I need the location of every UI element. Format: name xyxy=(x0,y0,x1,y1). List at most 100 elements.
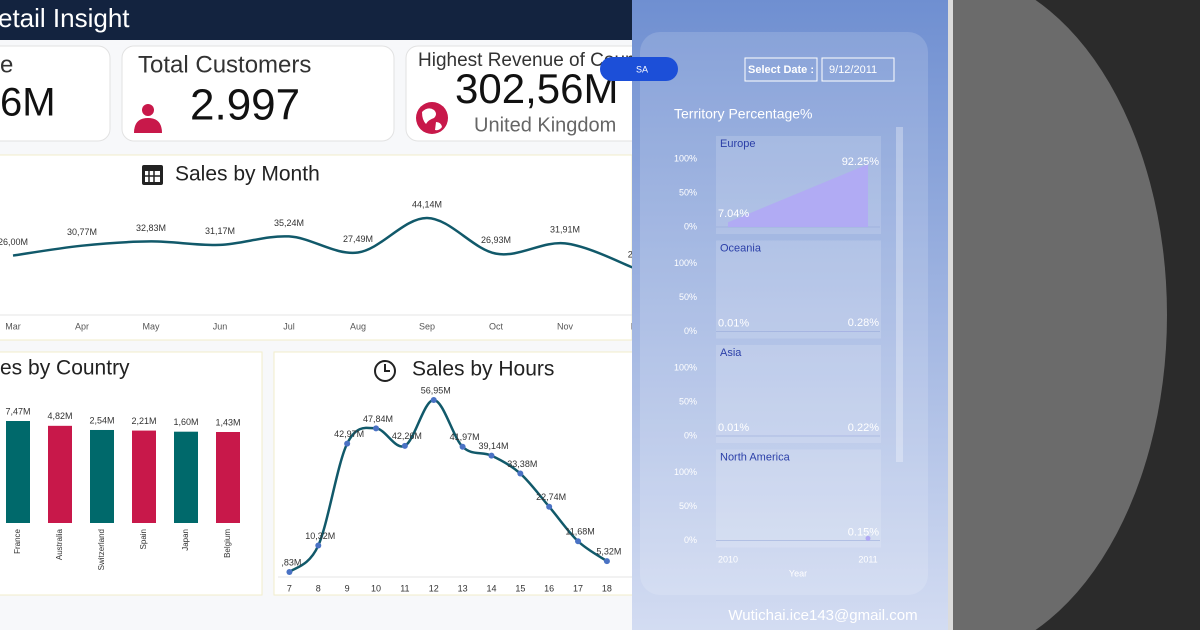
scrollbar[interactable] xyxy=(896,127,903,462)
person-icon xyxy=(134,104,162,133)
data-label: 0.01% xyxy=(718,422,749,434)
x-tick-label: Oct xyxy=(489,321,504,331)
chart-title: Territory Percentage% xyxy=(674,106,813,122)
x-tick-label: Japan xyxy=(181,529,190,551)
bar xyxy=(90,429,114,523)
point xyxy=(344,440,351,447)
data-label: 31,17M xyxy=(205,226,235,236)
legend-label: North America xyxy=(720,451,791,463)
data-label: 35,24M xyxy=(274,218,304,228)
middle-bg xyxy=(632,0,950,630)
data-label: 11,68M xyxy=(565,527,594,537)
card-label: e xyxy=(0,51,13,78)
circle-shape xyxy=(953,0,1167,630)
card xyxy=(121,45,395,142)
chart-title: es by Country xyxy=(0,357,130,380)
small-multiple-bg xyxy=(716,345,881,443)
x-tick-label: 16 xyxy=(544,583,554,593)
legend-label: Oceania xyxy=(720,242,762,254)
footer-email: Wutichai.ice143@gmail.com xyxy=(728,607,917,624)
data-label: 27,49M xyxy=(343,234,373,244)
x-tick-label: Aug xyxy=(350,321,366,331)
card-value: 6M xyxy=(0,81,56,125)
y-tick-label: 100% xyxy=(674,362,697,372)
legend-label: Europe xyxy=(720,138,755,150)
data-label: 10,32M xyxy=(305,531,335,541)
point xyxy=(459,443,466,450)
data-label: 39,14M xyxy=(478,441,508,451)
data-label: 0.01% xyxy=(718,317,749,329)
x-tick-label: 15 xyxy=(515,583,525,593)
chart-title: Sales by Month xyxy=(175,163,320,186)
data-label: 5,32M xyxy=(596,546,621,556)
bar xyxy=(6,421,30,523)
data-label: ,83M xyxy=(281,557,301,567)
chart-title: Sales by Hours xyxy=(412,358,554,381)
card-value: 2.997 xyxy=(190,81,300,130)
slicer-button[interactable] xyxy=(600,57,678,81)
data-label: 7,47M xyxy=(5,406,30,416)
x-tick-label: Sep xyxy=(419,321,435,331)
slicer-button-label: SA xyxy=(636,64,648,74)
data-label: 33,38M xyxy=(507,459,537,469)
x-tick-label: Australia xyxy=(55,528,64,560)
data-label: 2,21M xyxy=(131,416,156,426)
data-label: 30,77M xyxy=(67,227,97,237)
x-tick-label: 7 xyxy=(287,583,292,593)
x-tick-label: 18 xyxy=(602,583,612,593)
x-tick-label: 2010 xyxy=(718,554,738,564)
x-tick-label: Mar xyxy=(5,321,21,331)
point xyxy=(865,535,871,541)
x-tick-label: 13 xyxy=(458,583,468,593)
x-tick-label: Switzerland xyxy=(97,529,106,570)
data-label: 44,14M xyxy=(412,199,442,209)
card-sub: United Kingdom xyxy=(474,114,616,136)
point xyxy=(603,558,610,565)
y-tick-label: 50% xyxy=(679,187,697,197)
date-label: Select Date : xyxy=(748,64,814,76)
date-label-box xyxy=(744,57,818,82)
data-label: 0.28% xyxy=(848,317,879,329)
y-tick-label: 0% xyxy=(684,221,697,231)
x-tick-label: Jul xyxy=(283,321,295,331)
y-tick-label: 50% xyxy=(679,396,697,406)
point xyxy=(546,503,553,510)
point xyxy=(373,425,380,432)
x-tick-label: 11 xyxy=(400,583,409,593)
x-tick-label: 9 xyxy=(345,583,350,593)
data-label: 2,54M xyxy=(89,415,114,425)
y-tick-label: 0% xyxy=(684,535,697,545)
x-tick-label: 17 xyxy=(573,583,583,593)
point xyxy=(488,452,495,459)
data-label: 22,74M xyxy=(536,492,566,502)
data-label: 41,97M xyxy=(450,432,480,442)
y-tick-label: 100% xyxy=(674,153,697,163)
data-label: 1,43M xyxy=(215,417,240,427)
point xyxy=(286,569,293,575)
data-label: 31,91M xyxy=(550,225,580,235)
x-tick-label: Belgium xyxy=(223,529,232,558)
panel xyxy=(273,351,645,596)
point xyxy=(430,397,437,403)
x-tick-label: Nov xyxy=(557,321,574,331)
data-label: 1,60M xyxy=(173,417,198,427)
card xyxy=(0,45,111,142)
x-tick-label: Apr xyxy=(75,321,89,331)
globe-icon xyxy=(416,102,448,134)
data-label: 92.25% xyxy=(842,156,880,168)
calendar-icon xyxy=(142,165,163,185)
y-tick-label: 100% xyxy=(674,467,697,477)
data-label: 32,83M xyxy=(136,223,166,233)
x-tick-label: May xyxy=(142,321,160,331)
header-title: etail Insight xyxy=(0,3,130,33)
data-label: 26,00M xyxy=(0,237,28,247)
data-label: 0.15% xyxy=(848,526,879,538)
line xyxy=(12,216,635,270)
data-label: 42,26M xyxy=(392,431,422,441)
x-tick-label: Spain xyxy=(139,529,148,549)
separator xyxy=(948,0,953,630)
date-input[interactable] xyxy=(821,57,895,82)
clock-icon xyxy=(374,360,396,382)
bar xyxy=(132,430,156,523)
small-multiple-bg xyxy=(716,240,881,339)
